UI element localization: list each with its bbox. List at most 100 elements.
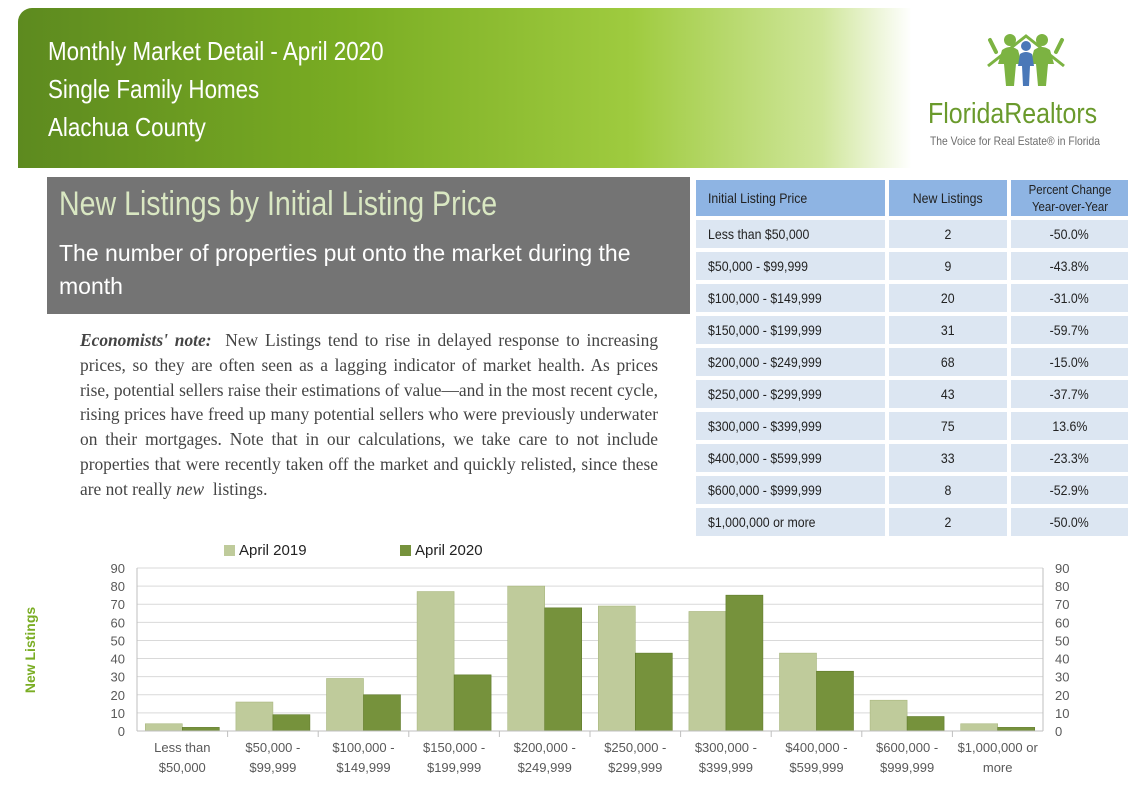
bar-2019 bbox=[326, 678, 364, 732]
bar-2019 bbox=[688, 611, 727, 732]
x-tick-label: $600,000 - bbox=[876, 740, 938, 755]
legend-swatch-2019 bbox=[224, 545, 235, 556]
x-tick-label: $50,000 - bbox=[245, 740, 300, 755]
y-tick-label-left: 30 bbox=[111, 670, 125, 685]
bar-2020 bbox=[363, 694, 401, 732]
y-tick-label-left: 60 bbox=[111, 615, 125, 630]
report-header bbox=[18, 8, 1135, 168]
table-row: $1,000,000 or more 2 -50.0% bbox=[696, 508, 1128, 536]
x-tick-label: $599,999 bbox=[789, 760, 843, 775]
legend-label-2020: April 2020 bbox=[415, 542, 483, 559]
y-tick-label-right: 80 bbox=[1055, 579, 1069, 594]
col-header-change: Percent Change Year-over-Year bbox=[1011, 180, 1128, 216]
y-tick-label-left: 20 bbox=[111, 688, 125, 703]
y-tick-label-right: 70 bbox=[1055, 597, 1069, 612]
y-tick-label-right: 50 bbox=[1055, 633, 1069, 648]
y-tick-label-right: 20 bbox=[1055, 688, 1069, 703]
table-row: $300,000 - $399,999 75 13.6% bbox=[696, 412, 1128, 440]
bar-2020 bbox=[182, 727, 220, 732]
y-tick-label-right: 40 bbox=[1055, 652, 1069, 667]
col-header-price: Initial Listing Price bbox=[696, 180, 885, 216]
report-title: Monthly Market Detail - April 2020 bbox=[48, 36, 384, 66]
chart-gridlines bbox=[137, 567, 1043, 714]
y-tick-label-right: 30 bbox=[1055, 670, 1069, 685]
bar-2019 bbox=[507, 585, 546, 732]
bar-2019 bbox=[145, 723, 183, 732]
x-tick-label: $100,000 - bbox=[332, 740, 394, 755]
x-tick-label: $299,999 bbox=[608, 760, 662, 775]
bar-2019 bbox=[235, 701, 274, 732]
x-tick-label: $149,999 bbox=[336, 760, 390, 775]
table-row: $50,000 - $99,999 9 -43.8% bbox=[696, 252, 1128, 280]
x-tick-label: $249,999 bbox=[518, 760, 572, 775]
x-tick-label: $50,000 bbox=[159, 760, 206, 775]
chart-legend: April 2019 April 2020 bbox=[224, 542, 483, 559]
y-tick-label-right: 90 bbox=[1055, 561, 1069, 576]
county-name: Alachua County bbox=[48, 112, 206, 142]
y-tick-label-left: 70 bbox=[111, 597, 125, 612]
table-row: $100,000 - $149,999 20 -31.0% bbox=[696, 284, 1128, 312]
x-tick-label: $200,000 - bbox=[514, 740, 576, 755]
x-tick-label: more bbox=[983, 760, 1013, 775]
x-tick-label: Less than bbox=[154, 740, 210, 755]
property-type: Single Family Homes bbox=[48, 74, 260, 104]
y-tick-label-left: 0 bbox=[118, 724, 125, 739]
y-tick-label-right: 60 bbox=[1055, 615, 1069, 630]
note-emphasis: new bbox=[176, 478, 205, 499]
listings-table: Initial Listing Price New Listings Perce… bbox=[692, 176, 1132, 540]
bar-2020 bbox=[725, 594, 764, 732]
x-tick-label: $399,999 bbox=[699, 760, 753, 775]
bar-2020 bbox=[634, 652, 673, 732]
bar-2019 bbox=[416, 591, 455, 732]
x-tick-label: $99,999 bbox=[249, 760, 296, 775]
section-title: New Listings by Initial Listing Price bbox=[59, 185, 498, 223]
bar-2020 bbox=[816, 670, 854, 732]
x-tick-label: $300,000 - bbox=[695, 740, 757, 755]
bar-2020 bbox=[453, 674, 492, 732]
chart-bars bbox=[145, 585, 1036, 732]
y-tick-label-right: 10 bbox=[1055, 706, 1069, 721]
table-row: $150,000 - $199,999 31 -59.7% bbox=[696, 316, 1128, 344]
chart-axes: 0 0 10 10 20 20 30 30 40 40 50 50 60 60 70 70 80 80 90 90 Le… bbox=[111, 561, 1070, 775]
legend-swatch-2020 bbox=[400, 545, 411, 556]
bar-2019 bbox=[869, 699, 908, 732]
y-tick-label-left: 90 bbox=[111, 561, 125, 576]
y-tick-label-left: 50 bbox=[111, 633, 125, 648]
bar-2020 bbox=[544, 607, 583, 732]
col-header-listings: New Listings bbox=[889, 180, 1007, 216]
table-row: $600,000 - $999,999 8 -52.9% bbox=[696, 476, 1128, 504]
x-tick-label: $400,000 - bbox=[785, 740, 847, 755]
x-tick-label: $150,000 - bbox=[423, 740, 485, 755]
bar-2020 bbox=[272, 714, 311, 732]
table-row: Less than $50,000 2 -50.0% bbox=[696, 220, 1128, 248]
note-tail: listings. bbox=[212, 478, 268, 499]
legend-label-2019: April 2019 bbox=[239, 542, 307, 559]
y-axis-title: New Listings bbox=[22, 607, 38, 694]
economists-note: Economists' note: New Listings tend to r… bbox=[80, 328, 658, 502]
note-body: New Listings tend to rise in delayed res… bbox=[80, 330, 659, 499]
section-subtitle: The number of properties put onto the ma… bbox=[59, 240, 631, 299]
x-tick-label: $199,999 bbox=[427, 760, 481, 775]
table-header-row: Initial Listing Price New Listings Perce… bbox=[696, 180, 1128, 216]
new-listings-chart: April 2019 April 2020 New Listings 0 0 10 1… bbox=[22, 542, 1070, 775]
x-tick-label: $1,000,000 or bbox=[958, 740, 1039, 755]
note-label: Economists' note: bbox=[80, 330, 212, 350]
logo-wordmark: FloridaRealtors bbox=[928, 98, 1098, 130]
table-row: $400,000 - $599,999 33 -23.3% bbox=[696, 444, 1128, 472]
bar-2019 bbox=[960, 723, 999, 732]
x-tick-label: $250,000 - bbox=[604, 740, 666, 755]
y-tick-label-left: 80 bbox=[111, 579, 125, 594]
table-row: $250,000 - $299,999 43 -37.7% bbox=[696, 380, 1128, 408]
logo-tagline: The Voice for Real Estate® in Florida bbox=[930, 134, 1100, 148]
y-tick-label-left: 40 bbox=[111, 652, 125, 667]
section-title-box: New Listings by Initial Listing Price Th… bbox=[47, 175, 690, 314]
y-tick-label-right: 0 bbox=[1055, 724, 1062, 739]
x-tick-label: $999,999 bbox=[880, 760, 934, 775]
bar-2020 bbox=[997, 727, 1036, 732]
y-tick-label-left: 10 bbox=[111, 706, 125, 721]
table-row: $200,000 - $249,999 68 -15.0% bbox=[696, 348, 1128, 376]
bar-2019 bbox=[597, 605, 636, 732]
people-house-icon bbox=[987, 34, 1065, 86]
bar-2019 bbox=[779, 652, 817, 732]
bar-2020 bbox=[906, 716, 945, 732]
